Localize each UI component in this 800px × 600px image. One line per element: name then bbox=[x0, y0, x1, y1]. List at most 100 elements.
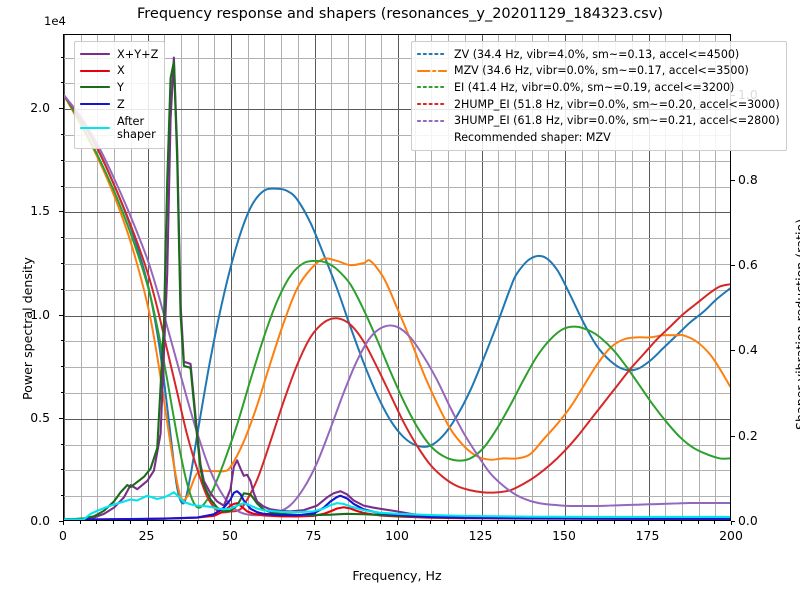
gridline-x-minor bbox=[715, 35, 717, 520]
y-axis-left-minor-tick-mark bbox=[60, 443, 63, 445]
legend-item-label: 3HUMP_EI (61.8 Hz, vibr=0.0%, sm~=0.21, … bbox=[454, 114, 780, 128]
gridline-x-minor bbox=[381, 35, 383, 520]
gridline-x-major bbox=[147, 35, 149, 520]
x-axis-tick-mark bbox=[230, 521, 231, 525]
x-axis-tick-label: 125 bbox=[468, 528, 493, 543]
legend-line-sample-icon bbox=[80, 122, 110, 134]
y-axis-right-tick-mark bbox=[731, 521, 735, 522]
chart-curves bbox=[64, 56, 730, 520]
y-axis-right-tick-mark bbox=[731, 265, 735, 267]
gridline-y-minor bbox=[64, 57, 730, 59]
x-axis-minor-tick-mark bbox=[363, 521, 365, 524]
gridline-y-major bbox=[64, 212, 730, 214]
y-axis-left-minor-tick-mark bbox=[60, 392, 63, 394]
gridline-x-minor bbox=[97, 35, 99, 520]
series-line-mzv bbox=[64, 94, 730, 502]
gridline-x-minor bbox=[281, 35, 283, 520]
gridline-y-minor bbox=[64, 186, 730, 188]
x-axis-minor-tick-mark bbox=[129, 521, 131, 524]
legend-psd-traces[interactable]: X+Y+Z X Y Z After shaper bbox=[74, 41, 166, 150]
y-axis-right-tick-label: 0.2 bbox=[738, 427, 758, 443]
y-axis-left-minor-tick-mark bbox=[60, 134, 63, 136]
y-axis-left-label: Power spectral density bbox=[20, 257, 35, 400]
legend-item-label: ZV (34.4 Hz, vibr=4.0%, sm~=0.13, accel<… bbox=[454, 47, 740, 61]
x-axis-minor-tick-mark bbox=[697, 521, 699, 524]
legend-item-label: After shaper bbox=[117, 115, 156, 142]
series-line-z bbox=[64, 490, 730, 520]
y-axis-right-label: Shaper vibration reduction (ratio) bbox=[793, 218, 800, 430]
x-axis-tick-label: 100 bbox=[385, 528, 409, 543]
gridline-x-minor bbox=[631, 35, 633, 520]
x-axis-minor-tick-mark bbox=[580, 521, 582, 524]
series-line-2hump-ei bbox=[64, 94, 730, 514]
y-axis-left-minor-tick-mark bbox=[60, 495, 63, 497]
legend-item[interactable]: Z bbox=[80, 96, 158, 113]
y-axis-left-minor-tick-mark bbox=[60, 469, 63, 471]
gridline-x-minor bbox=[364, 35, 366, 520]
gridline-y-minor bbox=[64, 341, 730, 343]
x-axis-minor-tick-mark bbox=[530, 521, 532, 524]
y-axis-left-tick-label: 0.5 bbox=[30, 409, 50, 425]
legend-item-label: X bbox=[117, 64, 125, 78]
legend-item[interactable]: EI (41.4 Hz, vibr=0.0%, sm~=0.19, accel<… bbox=[417, 79, 780, 96]
legend-item[interactable]: After shaper bbox=[80, 112, 158, 144]
x-axis-tick-mark bbox=[480, 521, 482, 525]
x-axis-minor-tick-mark bbox=[263, 521, 265, 524]
y-axis-left-minor-tick-mark bbox=[60, 237, 63, 239]
x-axis-minor-tick-mark bbox=[463, 521, 465, 524]
x-axis-tick-mark bbox=[731, 521, 732, 525]
legend-item[interactable]: X+Y+Z bbox=[80, 46, 158, 63]
recommended-shaper-text: Recommended shaper: MZV bbox=[454, 130, 611, 144]
legend-line-sample-icon bbox=[80, 65, 110, 77]
series-line-y bbox=[64, 60, 730, 520]
legend-item[interactable]: 2HUMP_EI (51.8 Hz, vibr=0.0%, sm~=0.20, … bbox=[417, 96, 780, 113]
legend-item[interactable]: 3HUMP_EI (61.8 Hz, vibr=0.0%, sm~=0.21, … bbox=[417, 112, 780, 129]
gridline-x-minor bbox=[414, 35, 416, 520]
gridline-x-minor bbox=[130, 35, 132, 520]
gridline-x-minor bbox=[80, 35, 82, 520]
x-axis-minor-tick-mark bbox=[380, 521, 382, 524]
x-axis-tick-label: 150 bbox=[552, 528, 576, 543]
legend-shapers[interactable]: ZV (34.4 Hz, vibr=4.0%, sm~=0.13, accel<… bbox=[411, 41, 787, 151]
gridline-y-minor bbox=[64, 289, 730, 291]
gridline-x-minor bbox=[548, 35, 550, 520]
gridline-y-minor bbox=[64, 470, 730, 472]
x-axis-minor-tick-mark bbox=[714, 521, 716, 524]
y-axis-left-tick-mark bbox=[59, 521, 63, 522]
gridline-x-major bbox=[398, 35, 399, 520]
legend-item[interactable]: Y bbox=[80, 79, 158, 96]
page-title: Frequency response and shapers (resonanc… bbox=[137, 6, 663, 22]
y-axis-right-tick-label: 0.0 bbox=[738, 513, 758, 528]
gridline-y-major bbox=[64, 315, 730, 317]
x-axis-tick-mark bbox=[647, 521, 649, 525]
legend-item[interactable]: MZV (34.6 Hz, vibr=0.0%, sm~=0.17, accel… bbox=[417, 63, 780, 80]
y-axis-left-minor-tick-mark bbox=[60, 185, 63, 187]
legend-item-label: EI (41.4 Hz, vibr=0.0%, sm~=0.19, accel<… bbox=[454, 80, 735, 94]
gridline-x-major bbox=[565, 35, 566, 520]
gridline-x-minor bbox=[431, 35, 433, 520]
legend-item[interactable]: ZV (34.4 Hz, vibr=4.0%, sm~=0.13, accel<… bbox=[417, 46, 780, 63]
legend-line-sample-icon bbox=[80, 98, 110, 110]
x-axis-tick-label: 200 bbox=[719, 528, 743, 543]
gridline-x-minor bbox=[448, 35, 450, 520]
x-axis-minor-tick-mark bbox=[346, 521, 348, 524]
legend-line-sample-icon bbox=[80, 48, 110, 60]
gridline-y-minor bbox=[64, 393, 730, 395]
gridline-x-major bbox=[64, 35, 65, 520]
legend-item[interactable]: X bbox=[80, 63, 158, 80]
legend-line-sample-icon bbox=[417, 65, 447, 77]
y-axis-left-minor-tick-mark bbox=[60, 159, 63, 161]
x-axis-label: Frequency, Hz bbox=[352, 568, 442, 583]
y-axis-left-tick-mark bbox=[59, 314, 63, 316]
gridline-y-minor bbox=[64, 160, 730, 162]
legend-line-sample-icon bbox=[417, 115, 447, 127]
gridline-x-minor bbox=[598, 35, 600, 520]
y-axis-left-tick-label: 1.5 bbox=[30, 203, 50, 219]
gridline-x-minor bbox=[531, 35, 533, 520]
y-axis-left-minor-tick-mark bbox=[60, 82, 63, 84]
y-axis-left-minor-tick-mark bbox=[60, 366, 63, 368]
y-axis-exponent-label: 1e4 bbox=[44, 14, 66, 28]
gridline-x-minor bbox=[347, 35, 349, 520]
x-axis-minor-tick-mark bbox=[179, 521, 181, 524]
